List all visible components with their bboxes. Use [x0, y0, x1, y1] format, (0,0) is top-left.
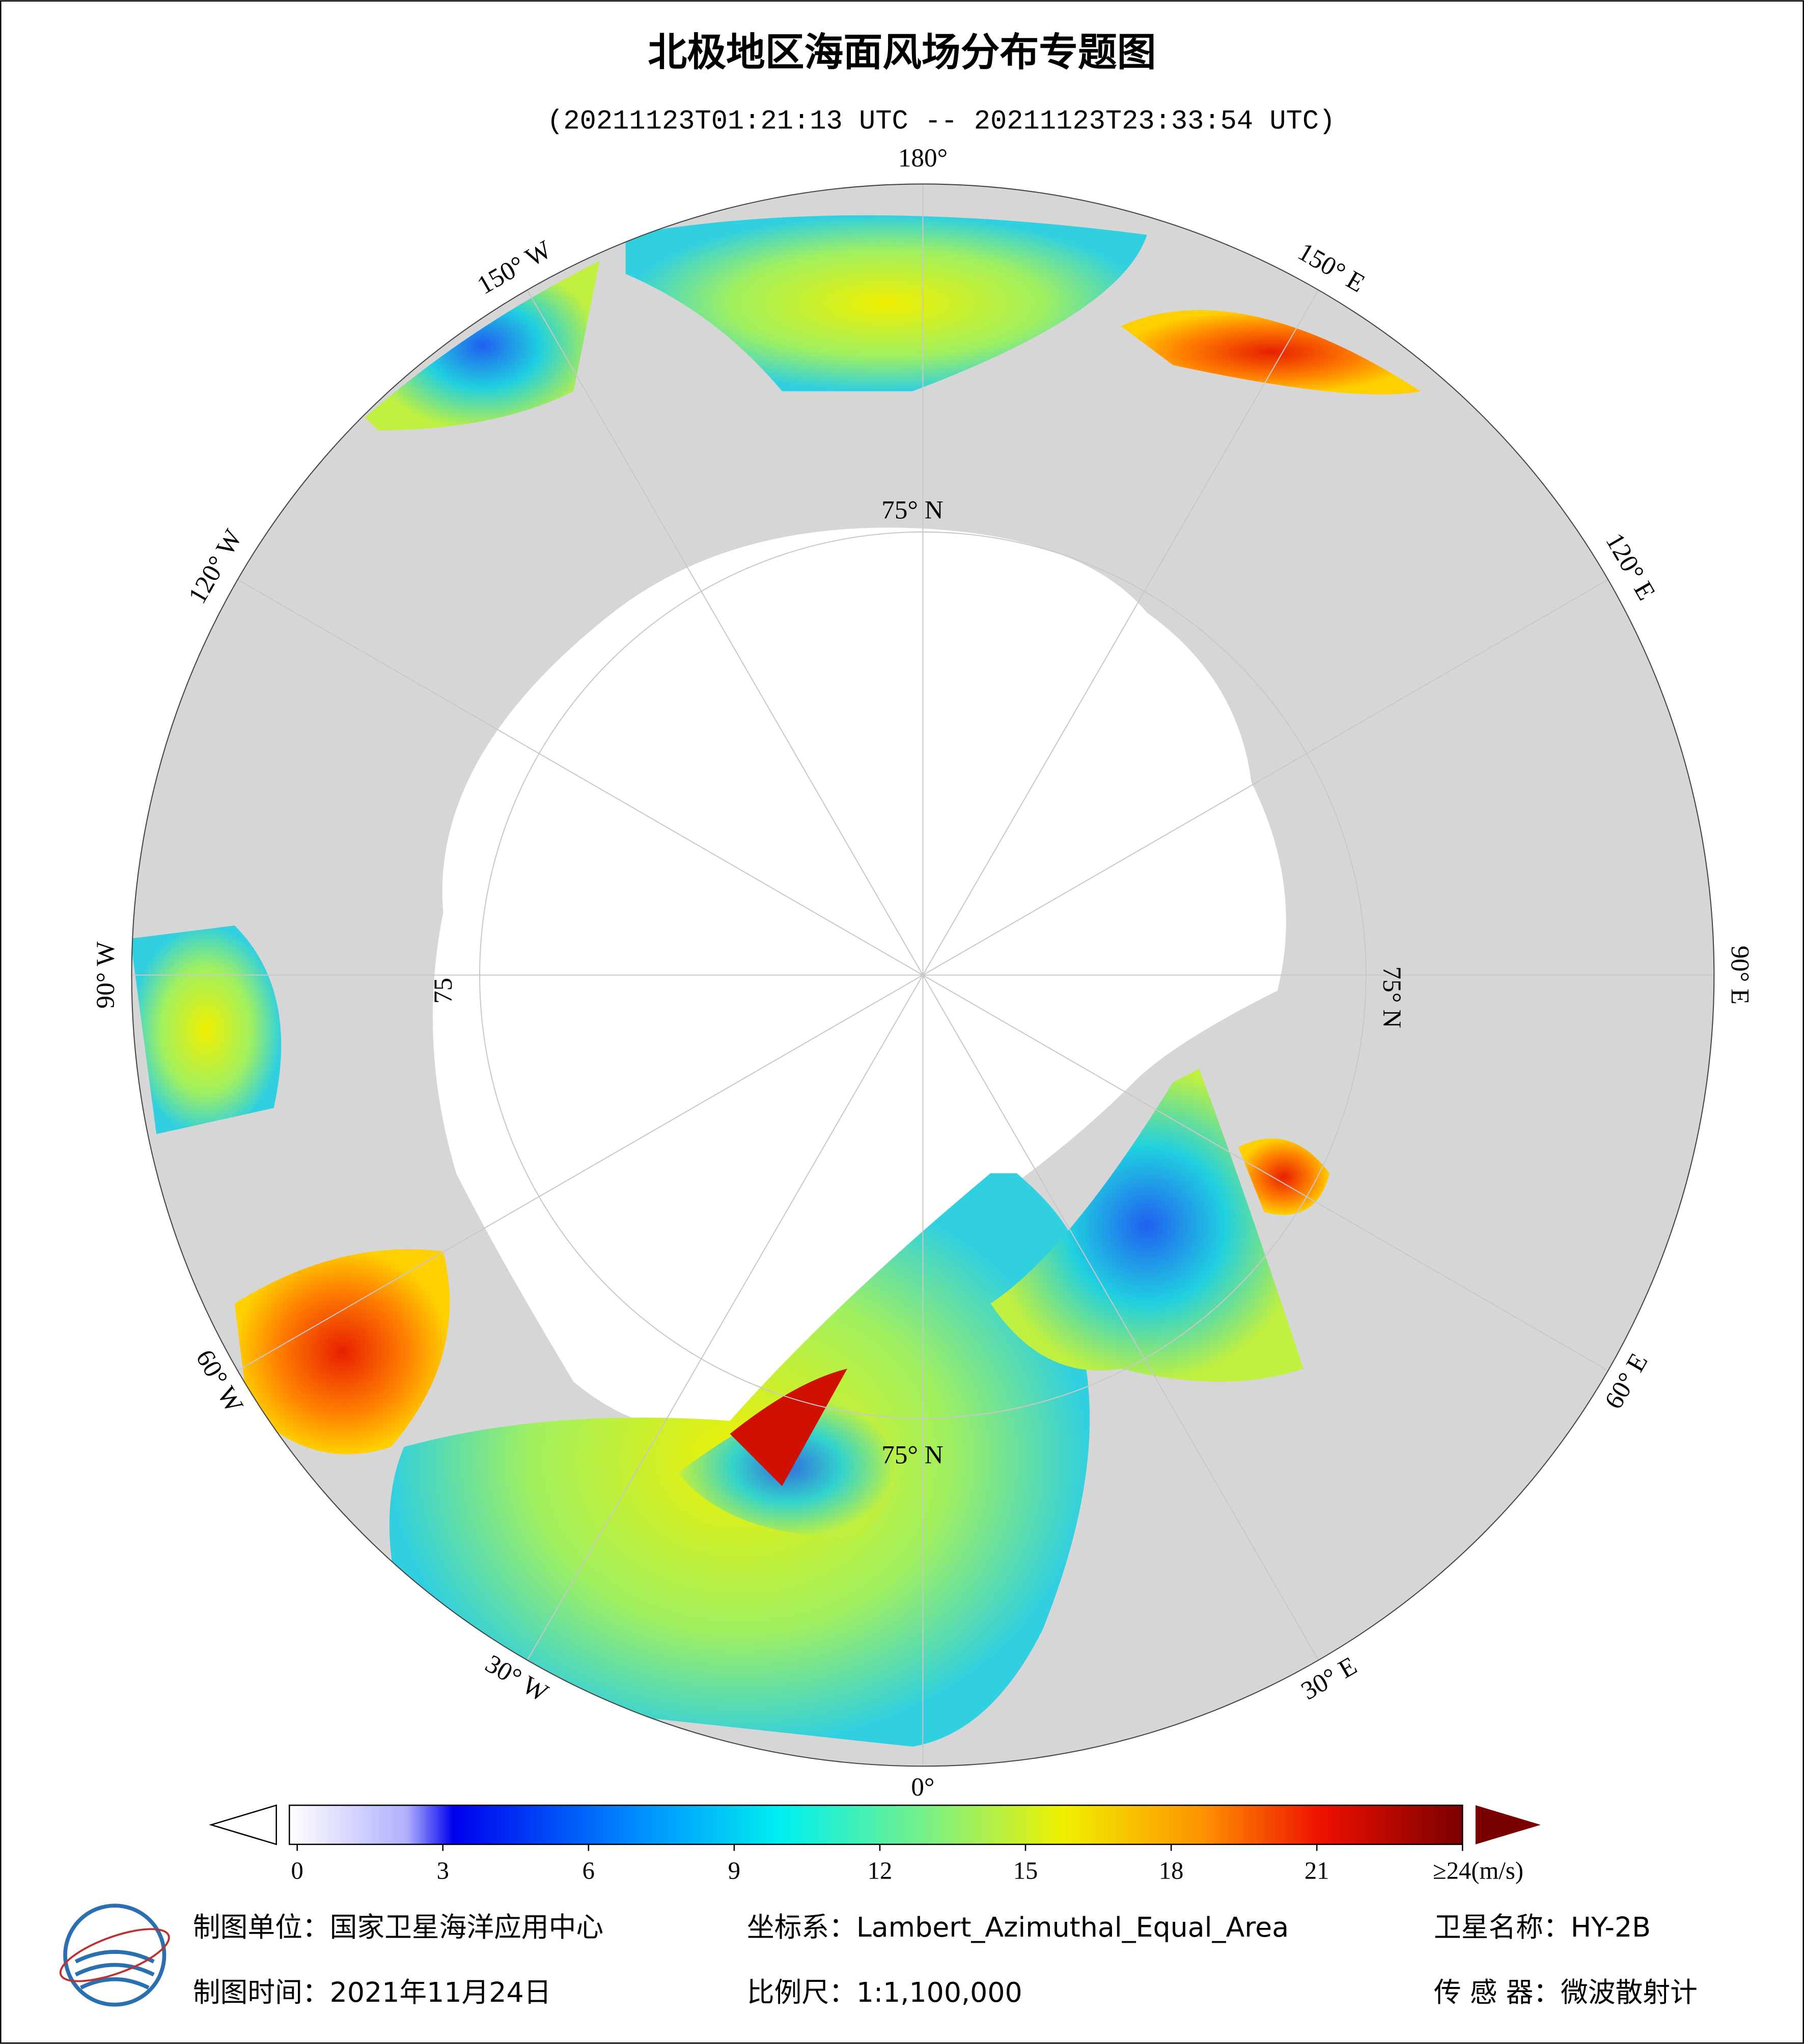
colorbar-tick-label: 18 [1159, 1857, 1184, 1884]
meridian [526, 290, 924, 975]
title: 北极地区海面风场分布专题图 [648, 30, 1156, 75]
footer-satellite: 卫星名称：HY-2B [1434, 1911, 1651, 1943]
logo [59, 1903, 170, 2007]
colorbar-bar [289, 1804, 1463, 1845]
colorbar-tick-label: ≥24(m/s) [1433, 1857, 1523, 1884]
footer-projection: 坐标系：Lambert_Azimuthal_Equal_Area [747, 1911, 1289, 1943]
wind-barents [990, 1069, 1303, 1382]
colorbar-under [209, 1804, 277, 1845]
subtitle: (20211123T01:21:13 UTC -- 20211123T23:33… [547, 106, 1335, 137]
wind-okhotsk [1121, 310, 1421, 395]
wind-labrador [234, 1249, 450, 1454]
meridian [922, 290, 1319, 975]
latitude-labels: 75° N 75° N 75° N 75 [429, 495, 1406, 1469]
footer-sensor: 传 感 器：微波散射计 [1434, 1976, 1698, 2008]
longitude-label: 0° [911, 1773, 934, 1802]
wind-hudson [131, 926, 282, 1134]
latitude-label: 75° N [1377, 966, 1406, 1028]
latitude-label: 75 [429, 977, 458, 1003]
longitude-label: 90° E [1726, 945, 1755, 1004]
arctic-ocean [432, 527, 1286, 1429]
footer-scale: 比例尺：1:1,100,000 [747, 1976, 1022, 2008]
latitude-label: 75° N [881, 495, 943, 524]
meridian [922, 579, 1608, 976]
wind-bering [625, 215, 1147, 391]
meridian [237, 974, 923, 1371]
map-border [131, 183, 1715, 1767]
graticule [131, 184, 1714, 1767]
colorbar-tick-label: 9 [728, 1857, 740, 1884]
footer-unit: 制图单位：国家卫星海洋应用中心 [193, 1911, 603, 1943]
colorbar-tick-label: 0 [291, 1857, 303, 1884]
latitude-label: 75° N [881, 1440, 943, 1469]
wind-strong [730, 1368, 847, 1486]
colorbar-tick-label: 21 [1305, 1857, 1329, 1884]
colorbar-tick-label: 3 [437, 1857, 449, 1884]
colorbar: 0 3 6 9 12 15 18 21 ≥24(m/s) [209, 1804, 1541, 1884]
colorbar-tick-label: 15 [1013, 1857, 1038, 1884]
longitude-label: 90° W [91, 941, 120, 1009]
colorbar-over [1475, 1805, 1541, 1844]
meridian [237, 579, 923, 976]
colorbar-tick-label: 6 [582, 1857, 595, 1884]
meridian [922, 974, 1319, 1661]
meridian [526, 974, 924, 1661]
meridian [922, 974, 1608, 1371]
map [131, 184, 1714, 1767]
longitude-label: 180° [898, 144, 948, 173]
wind-alaska [365, 261, 600, 431]
colorbar-tick-label: 12 [868, 1857, 893, 1884]
footer-date: 制图时间：2021年11月24日 [193, 1976, 551, 2008]
